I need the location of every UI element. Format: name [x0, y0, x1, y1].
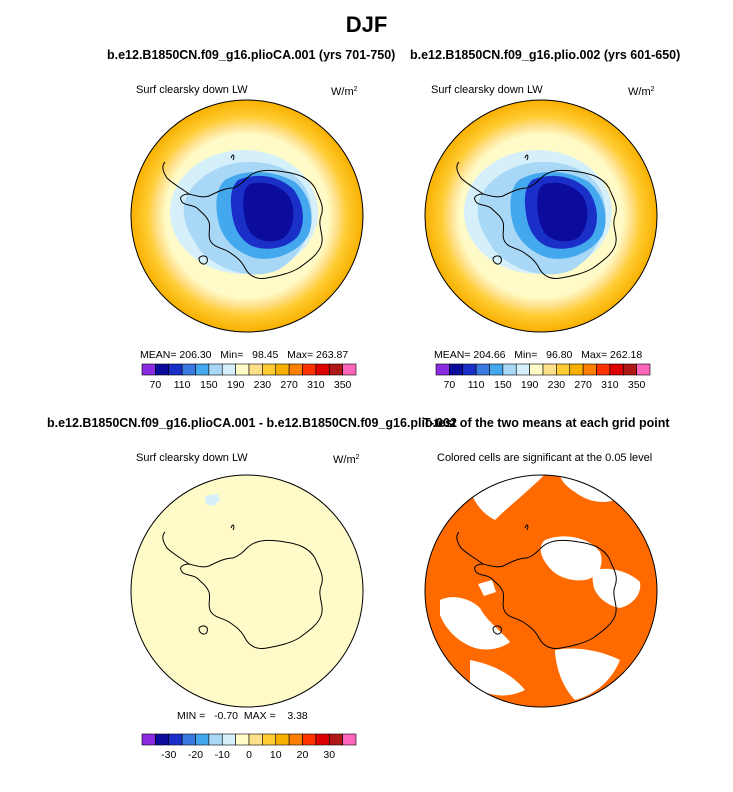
panel-1-colorbar-swatch [221, 363, 236, 376]
panel-3-colorbar-swatch [221, 733, 236, 746]
panel-2-colorbar-swatch [582, 363, 597, 376]
panel-2-units: W/m2 [628, 86, 655, 98]
panel-2-colorbar-swatch [636, 363, 651, 376]
panel-2-colorbar-swatch [609, 363, 624, 376]
panel-1-colorbar-tick-label: 230 [254, 379, 272, 391]
panel-2-colorbar-tick-label: 230 [548, 379, 566, 391]
panel-3-colorbar-swatch [141, 733, 156, 746]
panel-3-colorbar-swatch [208, 733, 223, 746]
panel-2-variable: Surf clearsky down LW [431, 84, 543, 96]
panel-1-colorbar-tick-label: 110 [174, 379, 191, 391]
panel-3-map [131, 475, 363, 707]
panel-2-colorbar-tick-label: 110 [468, 379, 485, 391]
panel-2-map [425, 100, 657, 332]
panel-1-colorbar-swatch [195, 363, 210, 376]
panel-1-colorbar-tick-label: 150 [200, 379, 218, 391]
panel-2-colorbar-swatch [622, 363, 637, 376]
panel-1-units: W/m2 [331, 86, 358, 98]
panel-4-title: T-test of the two means at each grid poi… [423, 416, 670, 430]
figure-title: DJF [345, 12, 388, 37]
panel-1-colorbar-tick-label: 190 [227, 379, 245, 391]
panel-3-colorbar-tick-label: -10 [215, 749, 230, 761]
panel-1-colorbar-tick-label: 350 [334, 379, 352, 391]
panel-3-colorbar-swatch [328, 733, 343, 746]
panel-1-colorbar-tick-label: 310 [307, 379, 325, 391]
panel-3-colorbar-swatch [275, 733, 290, 746]
panel-3-colorbar: -30 -20 -10 0 10 20 30 [141, 733, 357, 761]
panel-3-colorbar-swatch [168, 733, 183, 746]
panel-1-colorbar-swatch [288, 363, 303, 376]
panel-3-colorbar-swatch [262, 733, 277, 746]
panel-3-case-title: b.e12.B1850CN.f09_g16.plioCA.001 - b.e12… [47, 416, 457, 430]
panel-3-colorbar-swatch [181, 733, 196, 746]
panel-1-colorbar-swatch [328, 363, 343, 376]
panel-2-colorbar-tick-label: 350 [628, 379, 646, 391]
panel-3-stats: MIN = -0.70 MAX = 3.38 [177, 710, 308, 722]
panel-1-colorbar: 70 110 150 190 230 270 310 350 [141, 363, 357, 391]
panel-1-colorbar-swatch [342, 363, 357, 376]
panel-1-colorbar-swatch [168, 363, 183, 376]
panel-2-colorbar-swatch [449, 363, 464, 376]
panel-2-colorbar-swatch [489, 363, 504, 376]
panel-1-colorbar-tick-label: 270 [280, 379, 298, 391]
panel-2-colorbar-tick-label: 310 [601, 379, 619, 391]
panel-2-colorbar-tick-label: 150 [494, 379, 512, 391]
panel-2-case-title: b.e12.B1850CN.f09_g16.plio.002 (yrs 601-… [410, 48, 681, 62]
panel-2-colorbar-swatch [475, 363, 490, 376]
panel-2-colorbar-tick-label: 190 [521, 379, 539, 391]
panel-3-colorbar-swatch [302, 733, 317, 746]
panel-2-colorbar-swatch [542, 363, 557, 376]
panel-3-colorbar-tick-label: 0 [246, 749, 252, 761]
panel-1-colorbar-swatch [208, 363, 223, 376]
panel-3-variable: Surf clearsky down LW [136, 452, 248, 464]
panel-2-colorbar-tick-label: 70 [444, 379, 456, 391]
panel-3-colorbar-swatch [155, 733, 170, 746]
panel-3-colorbar-tick-label: -20 [188, 749, 203, 761]
panel-2-colorbar-swatch [556, 363, 571, 376]
panel-3-colorbar-tick-label: -30 [161, 749, 176, 761]
panel-1-colorbar-swatch [155, 363, 170, 376]
panel-1-colorbar-swatch [262, 363, 277, 376]
panel-1-colorbar-swatch [141, 363, 156, 376]
panel-3-colorbar-swatch [195, 733, 210, 746]
panel-3-colorbar-tick-label: 20 [297, 749, 309, 761]
panel-3-colorbar-swatch [248, 733, 263, 746]
panel-1-variable: Surf clearsky down LW [136, 84, 248, 96]
panel-4-map [425, 475, 657, 707]
panel-1-colorbar-swatch [275, 363, 290, 376]
panel-1-colorbar-swatch [302, 363, 317, 376]
panel-3-colorbar-swatch [288, 733, 303, 746]
panel-3-colorbar-swatch [342, 733, 357, 746]
panel-1-colorbar-swatch [315, 363, 330, 376]
panel-2-colorbar-swatch [569, 363, 584, 376]
panel-3-colorbar-swatch [235, 733, 250, 746]
panel-1-colorbar-tick-label: 70 [150, 379, 162, 391]
panel-2-colorbar: 70 110 150 190 230 270 310 350 [435, 363, 651, 391]
panel-2-colorbar-swatch [596, 363, 611, 376]
panel-2-colorbar-tick-label: 270 [574, 379, 592, 391]
panel-3-units: W/m2 [333, 454, 360, 466]
panel-1-colorbar-swatch [235, 363, 250, 376]
panel-1-colorbar-swatch [181, 363, 196, 376]
panel-2-colorbar-swatch [502, 363, 517, 376]
panel-4-note: Colored cells are significant at the 0.0… [437, 452, 653, 464]
panel-2-stats: MEAN= 204.66 Min= 96.80 Max= 262.18 [434, 349, 643, 361]
panel-2-colorbar-swatch [462, 363, 477, 376]
panel-2-colorbar-swatch [435, 363, 450, 376]
panel-2-colorbar-swatch [515, 363, 530, 376]
panel-1-map [131, 100, 363, 332]
panel-2-colorbar-swatch [529, 363, 544, 376]
panel-3-colorbar-tick-label: 10 [270, 749, 282, 761]
panel-3-colorbar-swatch [315, 733, 330, 746]
panel-1-case-title: b.e12.B1850CN.f09_g16.plioCA.001 (yrs 70… [107, 48, 396, 62]
panel-3-colorbar-tick-label: 30 [323, 749, 335, 761]
panel-1-stats: MEAN= 206.30 Min= 98.45 Max= 263.87 [140, 349, 349, 361]
panel-1-colorbar-swatch [248, 363, 263, 376]
